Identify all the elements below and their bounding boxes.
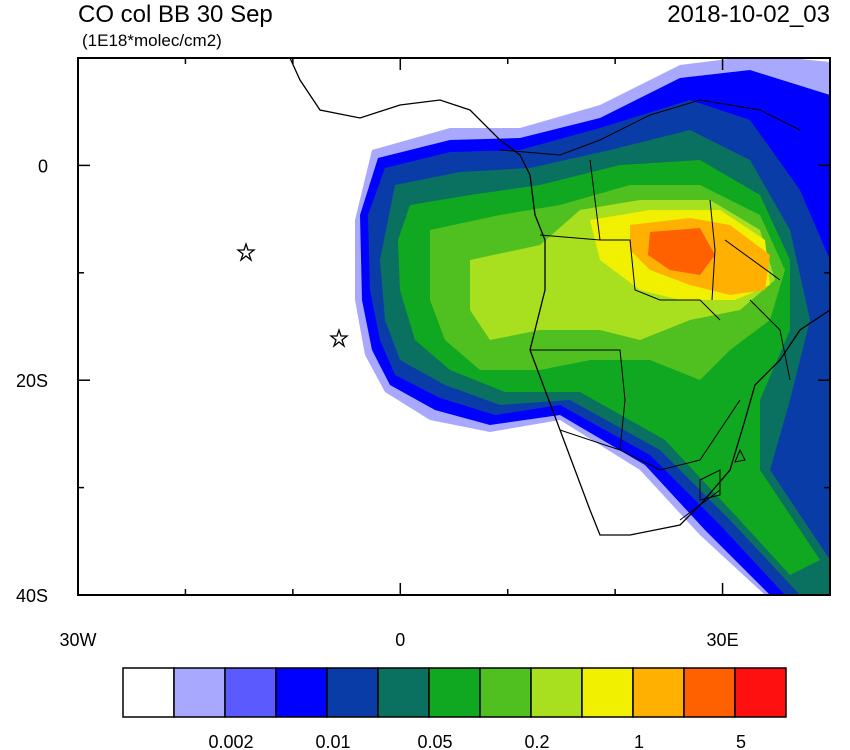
colorbar-box [326, 667, 379, 718]
colorbar-box [530, 667, 583, 718]
colorbar-box [122, 667, 175, 718]
units: (1E18*molec/cm2) [82, 31, 222, 50]
stations [236, 241, 349, 348]
colorbar-label: 0.002 [208, 732, 253, 750]
colorbar-box [734, 667, 787, 718]
x-tick-label: 0 [395, 630, 405, 650]
colorbar-box [377, 667, 430, 718]
colorbar-label: 0.01 [315, 732, 350, 750]
co-level [648, 228, 715, 275]
colorbar-box [224, 667, 277, 718]
y-tick-label: 40S [16, 586, 48, 606]
star-marker [236, 241, 256, 262]
y-tick-label: 20S [16, 371, 48, 391]
x-tick-label: 30W [59, 630, 96, 650]
colorbar-box [173, 667, 226, 718]
x-tick-label: 30E [707, 630, 739, 650]
colorbar-box [683, 667, 736, 718]
colorbar-box [479, 667, 532, 718]
colorbar-box [428, 667, 481, 718]
timestamp: 2018-10-02_03 [667, 1, 830, 28]
colorbar-label: 0.2 [524, 732, 549, 750]
co-field [355, 58, 830, 595]
plot-frame [77, 57, 831, 596]
colorbar-label: 0.05 [417, 732, 452, 750]
colorbar-label: 1 [634, 732, 644, 750]
title: CO col BB 30 Sep [78, 1, 273, 28]
coastlines [289, 58, 830, 536]
colorbar-label: 5 [736, 732, 746, 750]
colorbar-box [275, 667, 328, 718]
y-tick-label: 0 [38, 156, 48, 176]
colorbar-box [632, 667, 685, 718]
country-borders [499, 99, 801, 521]
colorbar-box [581, 667, 634, 718]
star-marker [329, 327, 349, 348]
